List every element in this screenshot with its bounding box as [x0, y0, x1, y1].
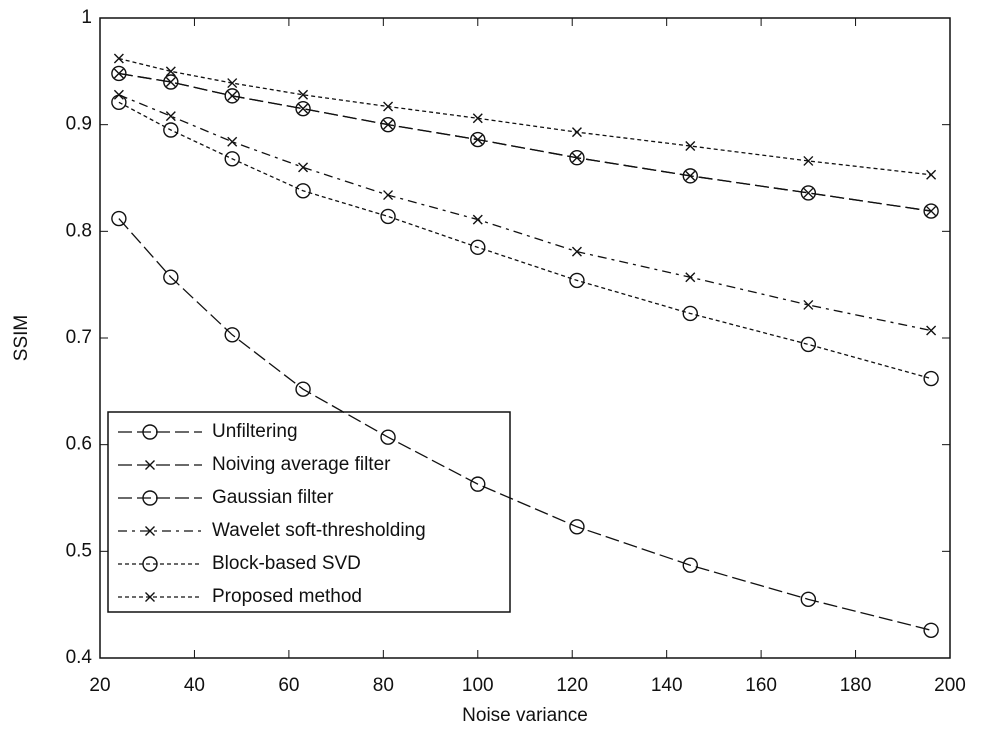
legend-marker [142, 490, 158, 506]
legend-marker [142, 556, 158, 572]
x-axis-label: Noise variance [462, 705, 588, 726]
marker [224, 151, 240, 167]
legend-label: Wavelet soft-thresholding [212, 520, 426, 541]
legend-marker [145, 460, 155, 470]
marker [803, 187, 814, 198]
y-tick-label: 0.5 [66, 540, 92, 561]
series-line [118, 218, 932, 631]
series-line [118, 57, 932, 176]
marker [803, 299, 814, 310]
legend-label: Unfiltering [212, 421, 298, 442]
x-tick-label: 100 [462, 675, 494, 696]
marker [926, 169, 937, 180]
legend-label: Proposed method [212, 586, 362, 607]
y-tick-label: 0.7 [66, 327, 92, 348]
marker [571, 246, 582, 257]
marker [298, 89, 309, 100]
marker [571, 127, 582, 138]
marker [111, 94, 127, 110]
marker [165, 66, 176, 77]
marker [111, 65, 127, 82]
legend-box [107, 411, 511, 613]
legend-label: Noiving average filter [212, 454, 391, 475]
legend-marker [145, 592, 155, 602]
x-tick-label: 60 [278, 675, 299, 696]
marker [472, 113, 483, 124]
y-tick-label: 1 [81, 7, 92, 28]
marker [470, 239, 486, 256]
series-line [118, 94, 932, 332]
marker [569, 519, 585, 535]
marker [685, 141, 696, 151]
marker [165, 77, 176, 87]
marker [224, 88, 240, 104]
marker [165, 111, 176, 122]
marker [682, 305, 698, 322]
marker [685, 272, 696, 283]
y-tick-label: 0.8 [66, 220, 92, 241]
legend-marker [145, 526, 155, 536]
marker [380, 116, 396, 133]
marker [295, 100, 311, 117]
marker [380, 208, 396, 225]
marker [682, 168, 698, 184]
y-tick-label: 0.6 [66, 434, 92, 455]
marker [803, 155, 814, 166]
marker [227, 136, 238, 147]
x-tick-label: 80 [373, 675, 394, 696]
marker [923, 203, 939, 219]
marker [111, 210, 127, 227]
legend-label: Block-based SVD [212, 553, 361, 574]
marker [470, 131, 486, 148]
legend-label: Gaussian filter [212, 487, 334, 508]
marker [569, 150, 585, 166]
x-tick-label: 140 [651, 675, 683, 696]
marker [383, 101, 394, 112]
marker [926, 325, 937, 336]
marker [383, 190, 394, 201]
y-tick-label: 0.9 [66, 114, 92, 135]
marker [470, 476, 486, 492]
x-tick-label: 200 [934, 675, 966, 696]
marker [295, 183, 311, 199]
marker [472, 214, 483, 225]
marker [923, 370, 939, 387]
series-line [118, 101, 932, 380]
y-tick-label: 0.4 [66, 647, 93, 668]
marker [923, 622, 939, 638]
series-line [118, 72, 932, 212]
x-tick-label: 40 [184, 675, 205, 696]
legend-marker [142, 424, 158, 440]
marker [800, 185, 817, 201]
marker [682, 557, 698, 573]
marker [163, 122, 179, 138]
marker [298, 103, 309, 114]
marker [800, 591, 817, 608]
series-line [118, 72, 932, 212]
marker [224, 327, 240, 343]
x-tick-label: 20 [89, 675, 110, 696]
marker [163, 74, 179, 90]
legend: Unfiltering Noiving average filter Gaussia… [107, 411, 511, 613]
marker [295, 381, 311, 397]
marker [569, 272, 585, 289]
marker [227, 78, 238, 89]
x-tick-label: 120 [556, 675, 588, 696]
y-axis-label: SSIM [11, 315, 32, 361]
x-tick-label: 160 [745, 675, 777, 696]
marker [800, 336, 817, 353]
x-tick-label: 180 [840, 675, 872, 696]
marker [298, 162, 309, 173]
marker [163, 269, 179, 285]
marker [113, 53, 124, 64]
marker [380, 429, 396, 445]
